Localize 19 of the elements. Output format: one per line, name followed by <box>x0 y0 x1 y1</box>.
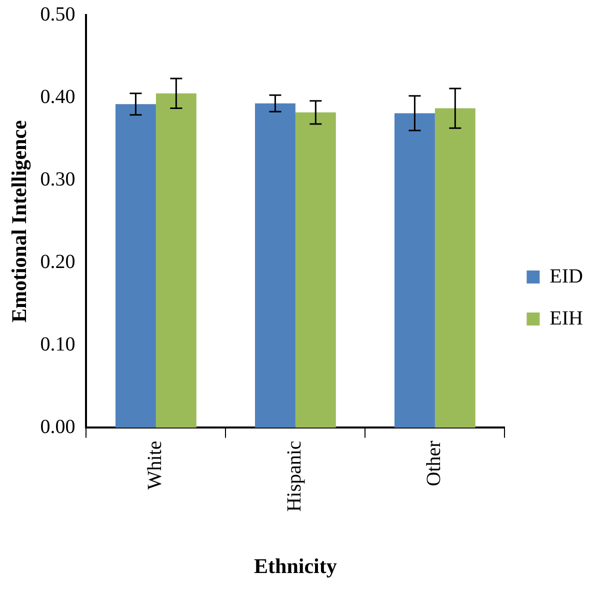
legend-label: EID <box>550 265 584 288</box>
bar <box>156 93 196 428</box>
y-tick-label: 0.00 <box>40 416 76 438</box>
bar <box>254 103 296 428</box>
bar <box>295 112 336 428</box>
legend-label: EIH <box>550 307 584 330</box>
x-tick-label: Other <box>423 440 446 486</box>
y-tick-label: 0.40 <box>40 86 76 108</box>
bar <box>434 108 476 428</box>
x-axis-title: Ethnicity <box>254 554 338 578</box>
y-tick-label: 0.50 <box>40 3 76 26</box>
y-tick-label: 0.20 <box>40 250 76 273</box>
y-axis-title: Emotional Intelligence <box>7 120 32 323</box>
bar <box>115 104 156 428</box>
x-tick-label: Hispanic <box>284 440 306 512</box>
y-tick-label: 0.30 <box>40 168 76 190</box>
bar <box>394 113 435 428</box>
x-tick-label: White <box>144 440 166 490</box>
y-tick-label: 0.10 <box>40 333 76 356</box>
